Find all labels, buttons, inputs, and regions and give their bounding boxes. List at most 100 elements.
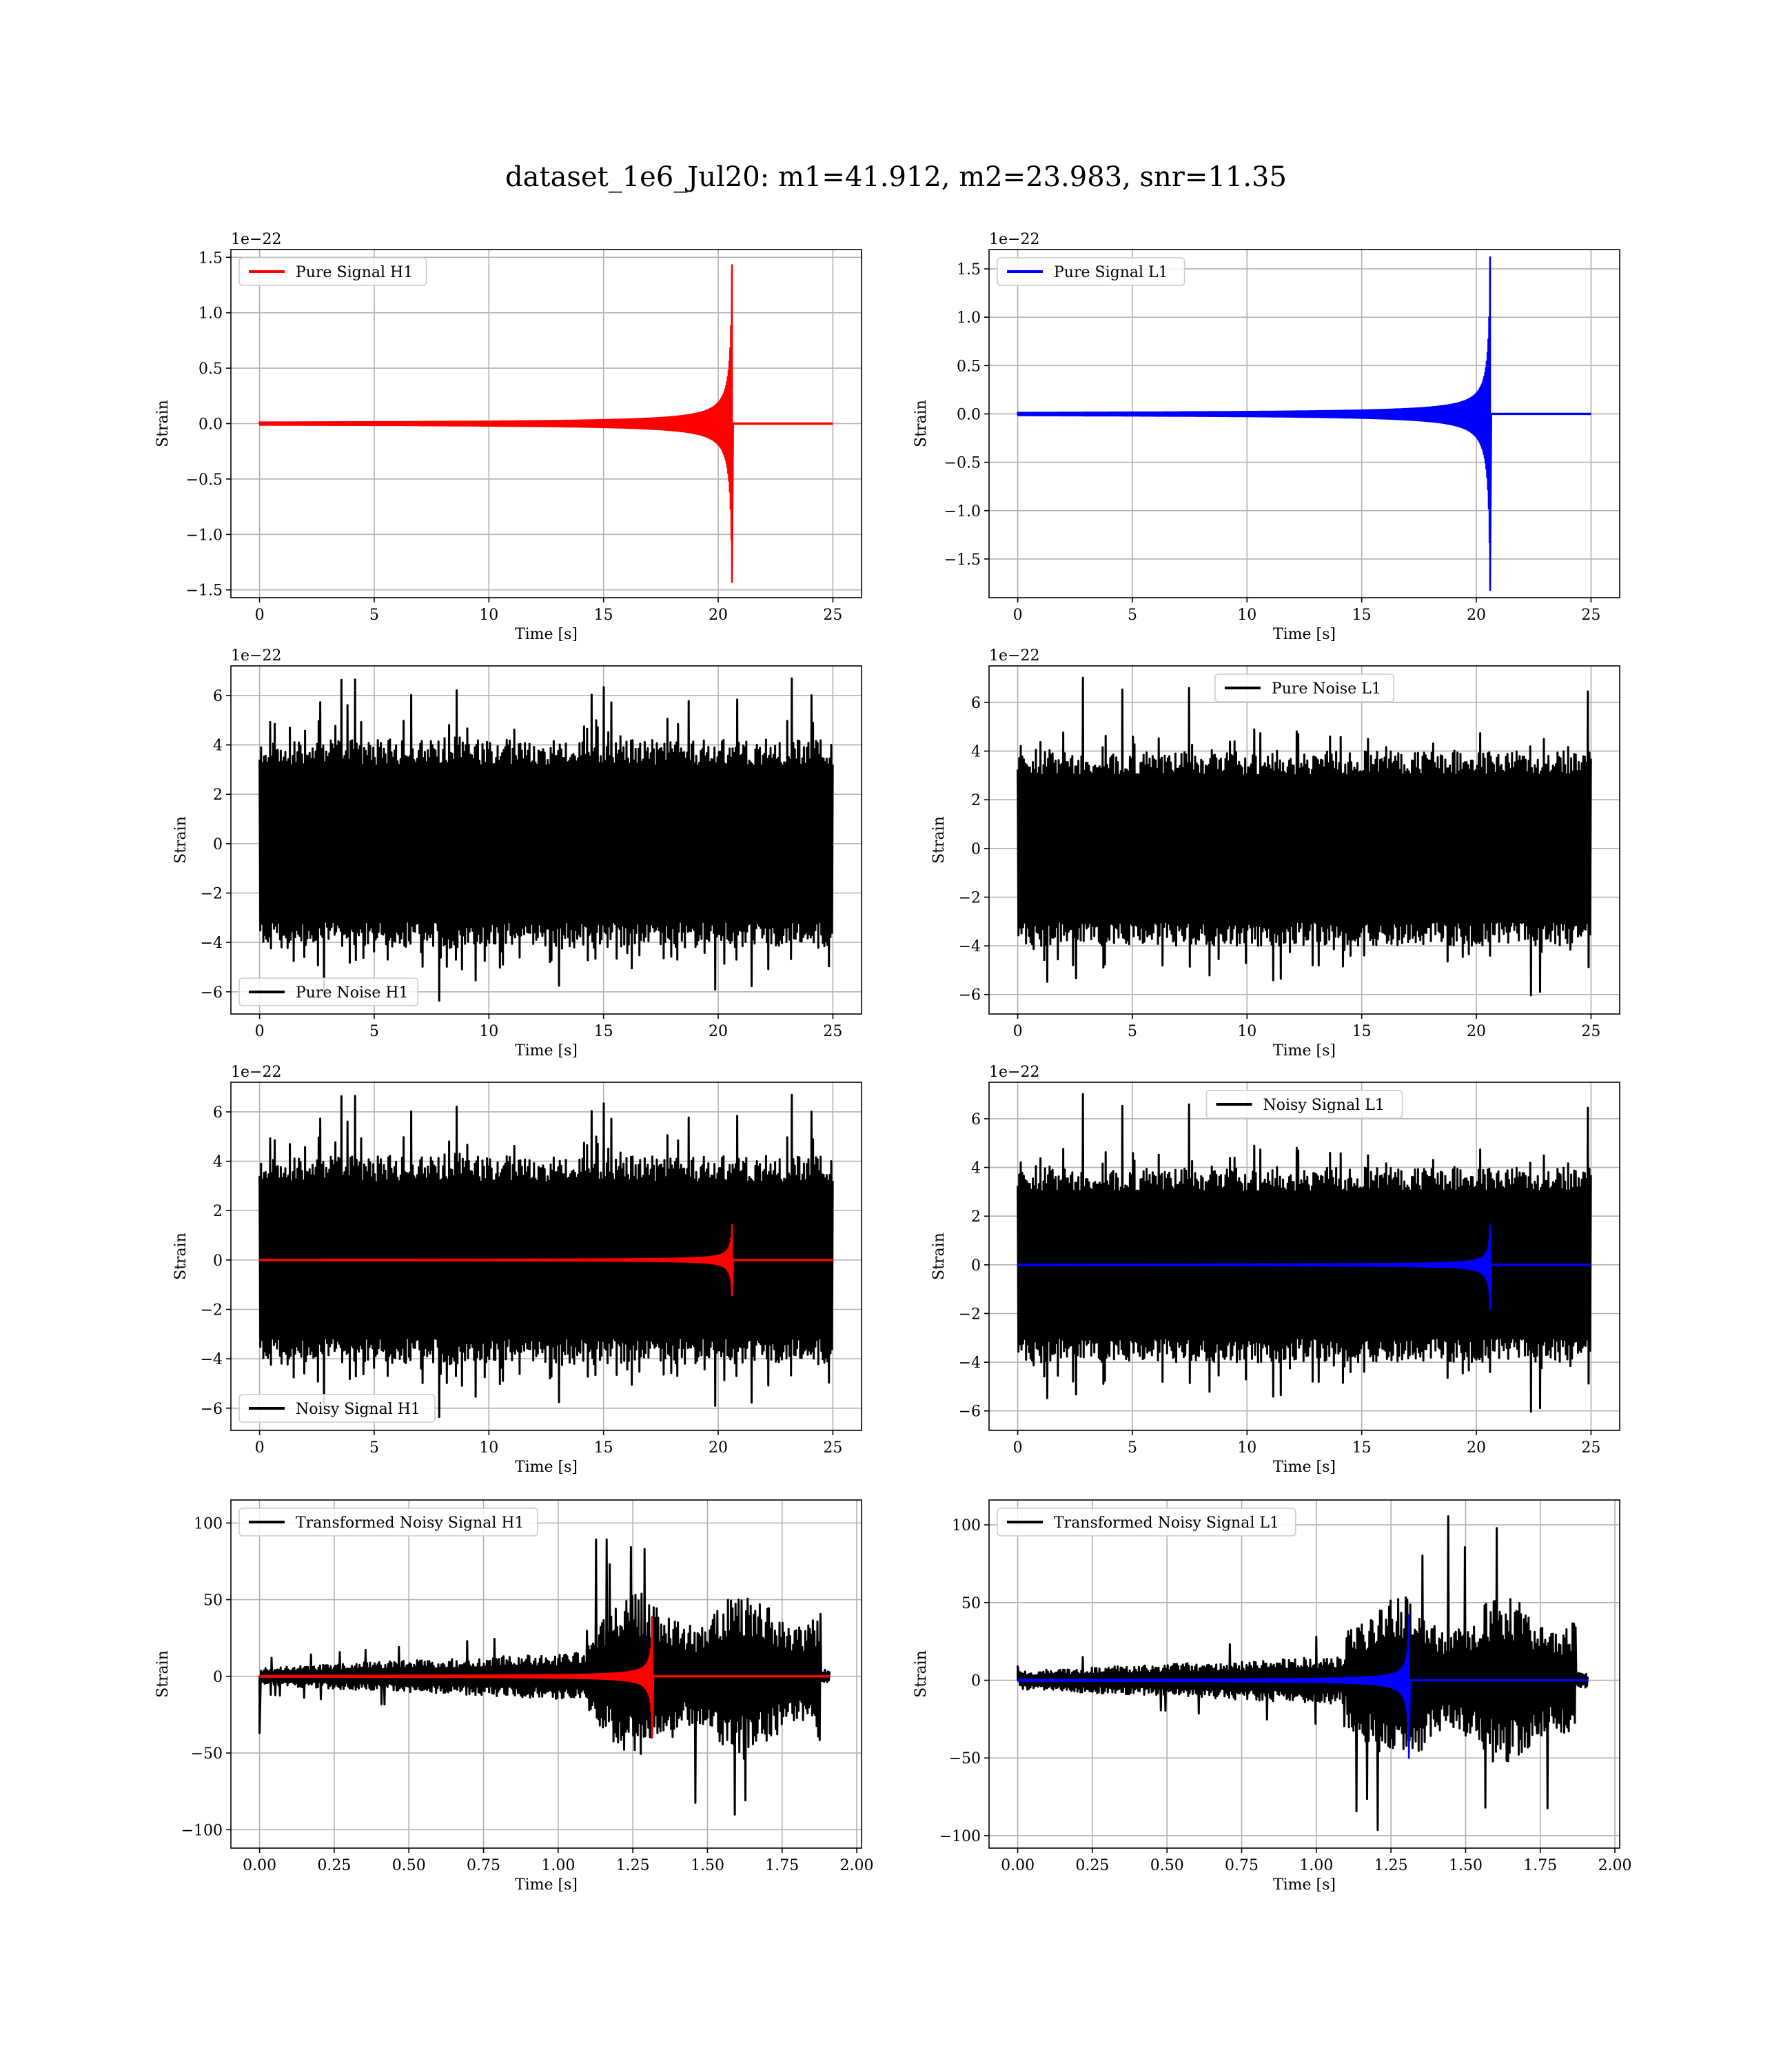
- series-group: [258, 264, 833, 583]
- series-line-transformed-noisy-signal-l1: [1017, 1515, 1589, 1832]
- x-tick-label: 15: [594, 1023, 613, 1040]
- subplot-noisy-signal-h1: 0 5 10 15 20 25 −6 −4 −2 0 2 4 6 Time [s] Strain 1e−22 N…: [172, 1064, 862, 1476]
- legend: Transformed Noisy Signal H1: [238, 1508, 538, 1537]
- y-axis-label: Strain: [154, 400, 172, 447]
- y-tick-label: 6: [213, 688, 223, 705]
- x-tick-label: 0.75: [467, 1857, 500, 1874]
- y-tick-label: 50: [203, 1592, 223, 1610]
- axes-frame: [230, 1082, 862, 1431]
- x-tick-label: 10: [479, 607, 498, 624]
- axes-background: [989, 250, 1620, 598]
- x-tick-label: 1.25: [1374, 1857, 1408, 1874]
- series-group: [258, 1538, 831, 1816]
- x-axis-label: Time [s]: [515, 1459, 578, 1476]
- legend-label: Transformed Noisy Signal H1: [296, 1514, 525, 1532]
- y-offset-label: 1e−22: [989, 1064, 1039, 1081]
- x-tick-label: 15: [594, 607, 613, 624]
- x-tick-label: 10: [479, 1023, 498, 1040]
- x-tick-label: 20: [1467, 1439, 1486, 1457]
- legend: Pure Noise H1: [238, 977, 419, 1006]
- legend-label: Noisy Signal L1: [1263, 1097, 1385, 1114]
- series-group: [1017, 256, 1591, 591]
- y-tick-label: 6: [971, 1111, 981, 1128]
- y-tick-label: −6: [201, 1401, 223, 1418]
- x-tick-label: 5: [369, 607, 379, 624]
- x-tick-label: 20: [1467, 607, 1486, 624]
- y-tick-label: −100: [939, 1828, 981, 1845]
- subplot-transformed-noisy-signal-l1: 0.00 0.25 0.50 0.75 1.00 1.25 1.50 1.75 2.00 −100…: [913, 1499, 1632, 1894]
- series-group: [258, 677, 834, 1002]
- x-tick-label: 20: [1467, 1023, 1486, 1040]
- axes-frame: [230, 665, 862, 1015]
- x-tick-label: 0.75: [1225, 1857, 1259, 1874]
- y-tick-label: 2: [213, 787, 223, 804]
- x-tick-label: 0: [255, 1439, 265, 1457]
- y-tick-label: 0: [971, 841, 981, 858]
- axes-frame: [988, 1499, 1620, 1849]
- y-tick-label: −2: [959, 1306, 981, 1323]
- x-tick-label: 0: [255, 607, 265, 624]
- x-axis-label: Time [s]: [515, 1042, 578, 1060]
- y-tick-label: 0.0: [957, 406, 981, 423]
- y-tick-label: −0.5: [944, 455, 981, 472]
- series-line-noisy-signal-h1: [258, 1093, 834, 1419]
- y-tick-label: −0.5: [186, 472, 223, 489]
- x-tick-label: 25: [823, 1439, 842, 1457]
- y-tick-label: 0: [213, 1669, 223, 1686]
- y-tick-label: 2: [213, 1203, 223, 1220]
- x-tick-label: 0.00: [1001, 1857, 1035, 1874]
- x-tick-label: 15: [1352, 1439, 1372, 1457]
- subplot-pure-signal-h1: 0 5 10 15 20 25 −1.5 −1.0 −0.5 0.0 0.5 1.0 1.5 Time […: [154, 231, 862, 643]
- x-tick-label: 1.00: [1299, 1857, 1333, 1874]
- y-tick-label: 4: [213, 1154, 223, 1171]
- legend-label: Pure Noise L1: [1272, 680, 1381, 698]
- x-tick-label: 0: [1013, 1023, 1023, 1040]
- figure-title: dataset_1e6_Jul20: m1=41.912, m2=23.983,…: [505, 161, 1287, 193]
- legend-frame: [238, 257, 427, 286]
- x-tick-label: 1.00: [541, 1857, 575, 1874]
- series-group: [1017, 676, 1592, 997]
- x-tick-label: 1.50: [1449, 1857, 1483, 1874]
- subplot-pure-noise-l1: 0 5 10 15 20 25 −6 −4 −2 0 2 4 6 Time [s] Strain 1e−22 P…: [930, 647, 1620, 1060]
- y-tick-label: 1.0: [957, 310, 981, 327]
- legend-label: Noisy Signal H1: [296, 1401, 420, 1418]
- series-group: [1017, 1093, 1592, 1413]
- x-tick-label: 15: [1352, 607, 1372, 624]
- y-tick-label: 100: [194, 1515, 223, 1532]
- y-tick-label: 6: [971, 695, 981, 712]
- subplot-pure-signal-l1: 0 5 10 15 20 25 −1.5 −1.0 −0.5 0.0 0.5 1.0 1.5 Time […: [913, 231, 1620, 643]
- y-tick-label: 0: [971, 1257, 981, 1275]
- x-axis-label: Time [s]: [1273, 1459, 1336, 1476]
- y-axis-label: Strain: [930, 816, 948, 864]
- series-line-transformed-noisy-signal-h1: [258, 1538, 831, 1816]
- y-tick-label: −50: [949, 1750, 981, 1767]
- y-tick-label: 0.0: [198, 416, 223, 434]
- legend-label: Pure Signal H1: [296, 264, 413, 281]
- x-tick-label: 2.00: [840, 1857, 874, 1874]
- y-offset-label: 1e−22: [231, 231, 281, 248]
- x-axis-label: Time [s]: [515, 626, 578, 643]
- x-tick-label: 25: [823, 1023, 842, 1040]
- y-tick-label: 0.5: [198, 361, 223, 378]
- y-tick-label: 4: [213, 738, 223, 755]
- y-axis-label: Strain: [930, 1233, 948, 1280]
- legend-label: Transformed Noisy Signal L1: [1054, 1514, 1279, 1532]
- legend-frame: [997, 1508, 1296, 1537]
- axes-frame: [988, 665, 1620, 1015]
- series-group: [1017, 1515, 1589, 1832]
- axes-frame: [988, 249, 1620, 598]
- x-tick-label: 0: [1013, 1439, 1023, 1457]
- y-axis-label: Strain: [913, 400, 930, 447]
- axes-frame: [988, 1082, 1620, 1431]
- x-tick-label: 25: [1581, 607, 1600, 624]
- x-tick-label: 5: [369, 1439, 379, 1457]
- y-tick-label: −4: [201, 935, 223, 952]
- x-tick-label: 20: [709, 607, 728, 624]
- legend-frame: [1205, 1090, 1403, 1119]
- y-tick-label: 4: [971, 744, 981, 761]
- y-tick-label: −4: [201, 1351, 223, 1368]
- series-line-noisy-signal-l1: [1017, 1093, 1592, 1413]
- x-tick-label: 1.75: [1523, 1857, 1557, 1874]
